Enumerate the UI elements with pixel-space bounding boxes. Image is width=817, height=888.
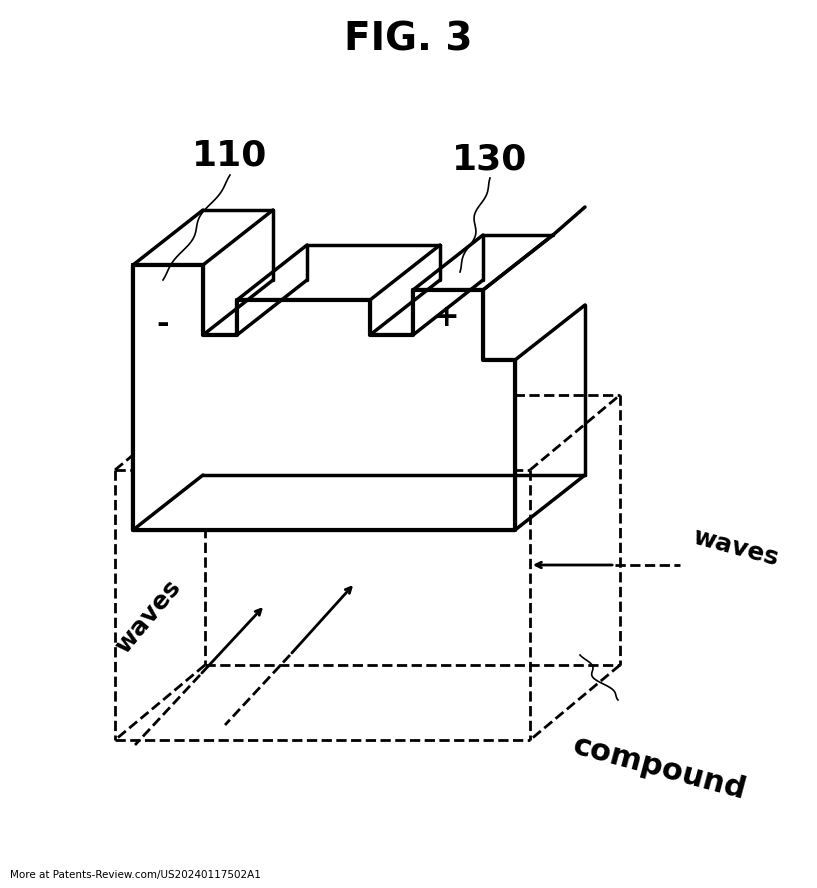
Text: 130: 130 [453, 143, 528, 177]
Text: +: + [434, 304, 460, 332]
Text: compound: compound [570, 731, 750, 805]
Text: 110: 110 [192, 138, 268, 172]
Text: waves: waves [110, 575, 185, 659]
Text: FIG. 3: FIG. 3 [344, 21, 472, 59]
Text: waves: waves [690, 525, 781, 571]
Text: -: - [157, 311, 169, 339]
Text: More at Patents-Review.com/US20240117502A1: More at Patents-Review.com/US20240117502… [10, 870, 261, 880]
Polygon shape [133, 265, 515, 530]
